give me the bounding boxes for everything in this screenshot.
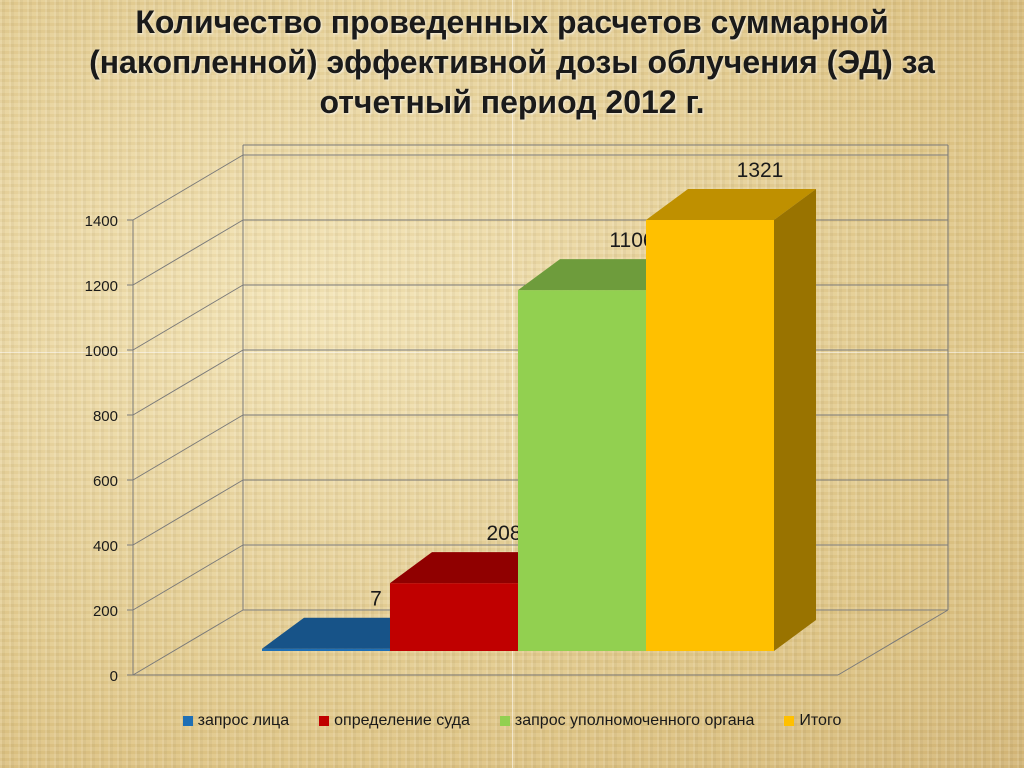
y-tick-label: 600 [93, 473, 118, 490]
bar-front [518, 290, 646, 651]
legend-item: определение суда [319, 712, 470, 730]
y-tick-label: 1000 [85, 343, 118, 360]
slide-divider-horizontal [0, 352, 1024, 353]
y-tick-label: 400 [93, 538, 118, 555]
side-gridline [132, 479, 244, 546]
side-gridline [132, 414, 244, 481]
bar-top [262, 617, 432, 649]
bar-side [774, 189, 816, 651]
title-line-1: Количество проведенных расчетов суммарно… [135, 4, 889, 40]
legend-label: запрос лица [197, 712, 290, 729]
legend-item: Итого [784, 712, 841, 730]
legend-item: запрос лица [182, 712, 290, 730]
side-gridline [132, 284, 244, 351]
bar-data-label: 1106 [609, 229, 654, 252]
legend-swatch [499, 716, 510, 726]
y-tick-label: 800 [93, 408, 118, 425]
chart-legend: запрос лица определение суда запрос уполно… [0, 712, 1024, 730]
bar-data-label: 7 [370, 588, 382, 611]
slide-title: Количество проведенных расчетов суммарно… [40, 2, 984, 122]
slide-divider-vertical [512, 0, 513, 768]
bar-data-label: 208 [486, 522, 521, 545]
side-gridline [132, 609, 244, 676]
side-gridline [132, 349, 244, 416]
legend-label: запрос уполномоченного органа [514, 712, 755, 729]
legend-swatch [319, 716, 330, 726]
bar-top [646, 189, 816, 220]
legend-item: запрос уполномоченного органа [499, 712, 755, 730]
bar-top [518, 259, 688, 291]
floor-right-edge [837, 609, 949, 676]
bar-top [390, 552, 560, 584]
side-gridline [132, 544, 244, 611]
bar-data-label: 1321 [737, 159, 784, 182]
side-gridline [132, 219, 244, 286]
y-tick-label: 0 [110, 668, 118, 685]
bar-front [390, 583, 518, 651]
y-tick-label: 1400 [85, 213, 118, 230]
side-gridline [132, 154, 244, 221]
title-line-3: отчетный период 2012 г. [319, 84, 705, 120]
legend-label: Итого [799, 712, 842, 729]
legend-swatch [784, 716, 795, 726]
legend-label: определение суда [334, 712, 470, 729]
y-tick-label: 1200 [85, 278, 118, 295]
title-line-2: (накопленной) эффективной дозы облучения… [89, 44, 935, 80]
bar-front [646, 220, 774, 651]
legend-swatch [182, 716, 193, 726]
y-tick-label: 200 [93, 603, 118, 620]
bar-front [262, 648, 390, 651]
